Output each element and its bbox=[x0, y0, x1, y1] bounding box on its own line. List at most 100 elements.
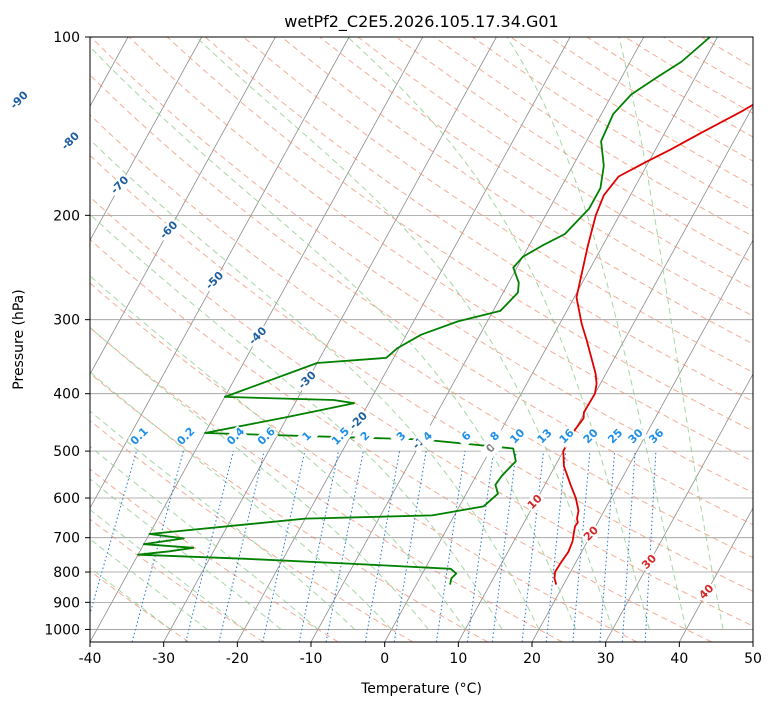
mixing-ratio-lines bbox=[90, 450, 657, 642]
isotherm-line bbox=[236, 37, 571, 642]
isotherm-line bbox=[310, 37, 645, 642]
isotherm-line bbox=[457, 105, 753, 642]
axis-ticks: -40 -30 -20 -10 0 10 20 30 40 50 100 200 300 400 500 60… bbox=[44, 30, 762, 667]
moist-adiabat bbox=[90, 478, 282, 630]
mixing-ratio-line bbox=[298, 451, 340, 642]
y-tick-label: 900 bbox=[53, 595, 80, 611]
dry-adiabat bbox=[90, 238, 712, 642]
mixing-ratio-label-bg bbox=[255, 425, 279, 448]
x-tick-label: 10 bbox=[449, 651, 467, 667]
moist-adiabat bbox=[90, 538, 208, 630]
mixing-ratio-label-bg bbox=[645, 425, 669, 448]
moist-adiabat-label-bg bbox=[580, 522, 603, 546]
moist-adiabat bbox=[90, 567, 171, 630]
dry-adiabat-label-bg bbox=[346, 408, 372, 434]
moist-adiabat bbox=[90, 326, 429, 630]
isotherm-line bbox=[90, 37, 276, 375]
moist-adiabat bbox=[618, 37, 724, 630]
x-tick-label: 0 bbox=[380, 651, 389, 667]
temperature-line bbox=[553, 103, 753, 585]
x-tick-label: 30 bbox=[597, 651, 615, 667]
isotherm-line bbox=[384, 37, 718, 642]
mixing-ratio-line bbox=[364, 451, 401, 642]
mixing-ratio-label-bg bbox=[604, 425, 627, 448]
x-axis-label: Temperature (°C) bbox=[360, 681, 482, 697]
mixing-ratio-label-bg bbox=[390, 425, 413, 448]
isotherm-line bbox=[678, 507, 753, 642]
moist-adiabat bbox=[90, 213, 503, 630]
mixing-ratio-label-bg bbox=[455, 425, 479, 448]
sounding-profiles bbox=[137, 37, 753, 585]
mixing-ratio-label-bg bbox=[533, 425, 557, 448]
dry-adiabat-label-bg bbox=[57, 128, 84, 155]
y-tick-label: 1000 bbox=[44, 622, 80, 638]
dry-adiabat bbox=[90, 518, 264, 642]
mixing-ratio-label-bg bbox=[128, 425, 151, 448]
dry-adiabat bbox=[90, 196, 753, 627]
mixing-ratio-line bbox=[218, 450, 265, 642]
mixing-ratio-label-bg bbox=[579, 425, 603, 448]
y-tick-label: 300 bbox=[53, 313, 80, 329]
dry-adiabat-label-bg bbox=[245, 323, 271, 349]
x-tick-label: -30 bbox=[152, 651, 175, 667]
moist-adiabat bbox=[90, 275, 466, 630]
x-tick-label: 50 bbox=[744, 651, 762, 667]
dry-adiabat bbox=[90, 420, 414, 642]
moist-adiabat bbox=[347, 37, 650, 630]
dry-adiabat bbox=[90, 372, 488, 642]
mixing-ratio-line bbox=[185, 450, 234, 642]
mixing-ratio-line bbox=[262, 450, 306, 642]
mixing-ratio-label-bg bbox=[624, 425, 648, 448]
isotherm-line bbox=[90, 37, 350, 509]
dry-adiabat bbox=[90, 327, 563, 642]
y-tick-label: 500 bbox=[53, 444, 80, 460]
isotherm-line bbox=[90, 37, 203, 242]
dry-adiabat bbox=[319, 37, 753, 317]
mixing-ratio-label-bg bbox=[416, 425, 440, 448]
moist-adiabat bbox=[90, 138, 540, 630]
x-tick-label: -10 bbox=[300, 651, 323, 667]
x-tick-label: -20 bbox=[226, 651, 249, 667]
dry-adiabat-label-bg bbox=[107, 172, 133, 199]
moist-adiabat-label-bg bbox=[638, 550, 661, 574]
moist-adiabat bbox=[90, 445, 319, 630]
moist-adiabat bbox=[195, 37, 614, 630]
mixing-ratio-label-bg bbox=[354, 425, 377, 448]
isotherm-line bbox=[163, 37, 497, 642]
moist-adiabat bbox=[90, 508, 245, 630]
moist-adiabat-label-bg bbox=[695, 580, 719, 604]
mixing-ratio-line bbox=[521, 451, 545, 642]
dewpoint-line bbox=[137, 37, 711, 585]
x-tick-label: -40 bbox=[79, 651, 102, 667]
dry-adiabat bbox=[90, 570, 190, 642]
mixing-ratio-label-bg bbox=[329, 425, 353, 448]
y-tick-label: 600 bbox=[53, 491, 80, 507]
dry-adiabat-label-bg bbox=[156, 217, 182, 244]
plot-area bbox=[90, 37, 753, 642]
y-tick-label: 800 bbox=[53, 565, 80, 581]
mixing-ratio-label-bg bbox=[295, 425, 319, 448]
x-tick-label: 20 bbox=[523, 651, 541, 667]
mixing-ratio-line bbox=[467, 451, 495, 642]
dry-adiabat-label-bg bbox=[294, 367, 321, 394]
mixing-ratio-label-bg bbox=[555, 425, 579, 448]
dry-adiabat bbox=[204, 37, 753, 402]
mixing-ratio-line bbox=[131, 450, 184, 642]
y-axis-label: Pressure (hPa) bbox=[11, 289, 27, 389]
dry-adiabat bbox=[357, 37, 753, 290]
y-tick-label: 700 bbox=[53, 531, 80, 547]
dry-adiabat bbox=[90, 468, 339, 642]
mixing-ratio-line bbox=[393, 451, 427, 642]
moist-adiabat bbox=[90, 410, 356, 630]
mixing-ratio-line bbox=[90, 450, 138, 616]
dry-adiabat bbox=[90, 114, 753, 559]
dry-adiabat bbox=[90, 154, 753, 592]
mixing-ratio-line bbox=[435, 451, 466, 642]
moist-adiabat bbox=[90, 371, 392, 630]
mixing-ratio-label-bg bbox=[483, 425, 507, 448]
moist-adiabat bbox=[90, 46, 577, 630]
dry-adiabat bbox=[90, 74, 753, 526]
mixing-ratio-line bbox=[325, 451, 364, 642]
plot-frame bbox=[89, 36, 754, 643]
